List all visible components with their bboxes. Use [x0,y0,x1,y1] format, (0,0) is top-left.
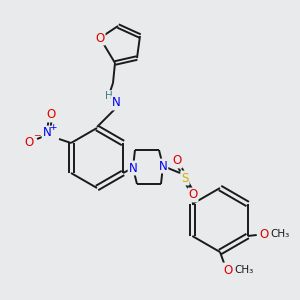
Text: O: O [95,32,105,44]
Text: O: O [259,227,268,241]
Text: O: O [188,188,198,202]
Text: O: O [172,154,182,167]
Text: O: O [24,136,34,149]
Text: N: N [112,97,120,110]
Text: N: N [159,160,167,172]
Text: CH₃: CH₃ [270,229,289,239]
Text: −: − [33,130,41,140]
Text: O: O [46,109,56,122]
Text: S: S [181,172,189,184]
Text: N: N [43,127,51,140]
Text: O: O [224,263,232,277]
Text: CH₃: CH₃ [234,265,254,275]
Text: N: N [129,161,137,175]
Text: H: H [105,91,113,101]
Text: +: + [49,122,57,131]
